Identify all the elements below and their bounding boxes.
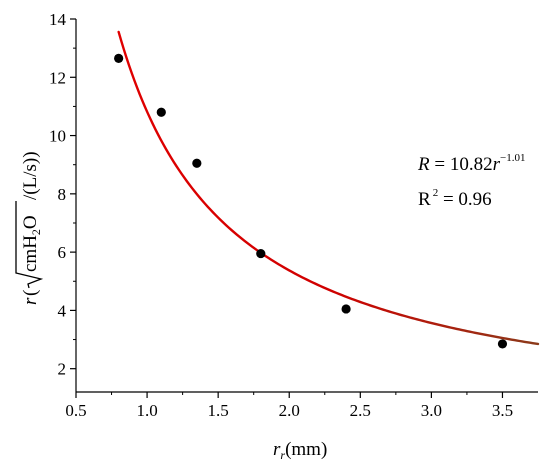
x-tick-label: 1.5 bbox=[208, 401, 229, 420]
data-point bbox=[192, 158, 202, 168]
y-axis-chem-sub: 2 bbox=[29, 229, 43, 235]
x-axis-var: r bbox=[273, 439, 281, 460]
y-axis-title: r ( cmH2O /(L/s)) bbox=[15, 151, 44, 305]
data-point bbox=[497, 339, 508, 349]
data-point bbox=[114, 53, 124, 63]
x-tick-label: 3.5 bbox=[492, 401, 513, 420]
equation-coefficient: = 10.82 bbox=[430, 154, 493, 175]
data-point bbox=[256, 248, 266, 259]
x-axis-sub: r bbox=[280, 448, 285, 462]
equation-variable: r bbox=[493, 154, 501, 175]
x-tick-label: 1.0 bbox=[136, 401, 157, 420]
y-tick-label: 8 bbox=[58, 185, 67, 204]
y-tick-label: 4 bbox=[58, 301, 67, 320]
data-point bbox=[156, 107, 166, 117]
x-tick-label: 2.0 bbox=[279, 401, 300, 420]
equation-exponent: −1.01 bbox=[500, 152, 525, 164]
y-axis-chem-end: O bbox=[20, 215, 41, 229]
x-axis-unit: (mm) bbox=[285, 439, 327, 460]
x-tick-label: 3.0 bbox=[421, 401, 442, 420]
y-tick-label: 6 bbox=[58, 243, 67, 262]
fit-equation: R = 10.82r−1.01 bbox=[417, 152, 525, 175]
r-squared-label: R bbox=[418, 189, 431, 210]
fit-curve bbox=[117, 30, 540, 346]
x-tick-label: 2.5 bbox=[350, 401, 371, 420]
x-tick-label: 0.5 bbox=[65, 401, 86, 420]
equation-lhs: R bbox=[417, 154, 430, 175]
sqrt-symbol bbox=[15, 201, 44, 289]
y-axis-open-paren: ( bbox=[20, 290, 41, 296]
r-squared-sup: 2 bbox=[433, 187, 439, 199]
y-tick-label: 2 bbox=[58, 360, 67, 379]
x-axis-title: rr(mm) bbox=[273, 439, 327, 462]
y-axis-unit: /(L/s)) bbox=[20, 151, 41, 200]
y-axis-var: r bbox=[20, 297, 41, 305]
r-squared-value: = 0.96 bbox=[438, 189, 491, 210]
y-axis-chem-main: cmH bbox=[20, 235, 41, 272]
y-axis-chem: cmH2O bbox=[20, 215, 43, 272]
y-tick-label: 14 bbox=[49, 10, 67, 29]
y-tick-label: 10 bbox=[49, 127, 66, 146]
plot-area: 0.5 1.0 1.5 2.0 2.5 3.0 3.5 2 4 6 8 10 12 14 bbox=[49, 10, 540, 420]
y-tick-label: 12 bbox=[49, 68, 66, 87]
data-point bbox=[341, 304, 351, 314]
